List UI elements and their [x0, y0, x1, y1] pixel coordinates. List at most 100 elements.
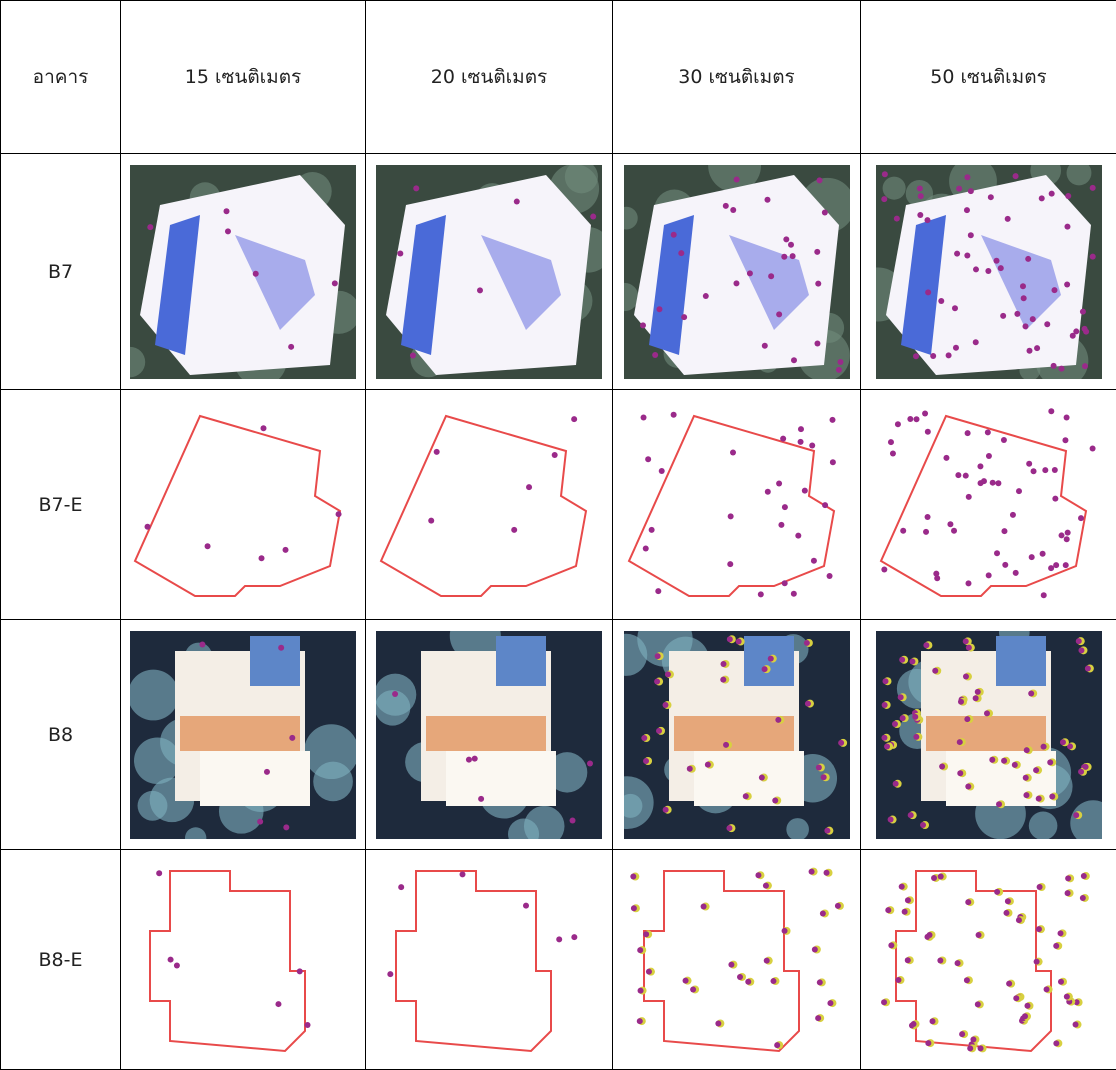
point: [823, 827, 830, 834]
point: [762, 882, 769, 889]
point: [967, 187, 974, 194]
image-cell: [120, 153, 366, 390]
point: [929, 352, 936, 359]
point: [936, 956, 943, 963]
foliage: [546, 751, 588, 793]
point: [397, 250, 404, 257]
point: [465, 756, 472, 763]
point: [889, 450, 896, 457]
foliage: [1069, 799, 1102, 839]
point: [199, 640, 206, 647]
point: [880, 734, 887, 741]
point: [1033, 958, 1040, 965]
point: [1015, 487, 1022, 494]
outline: [395, 869, 552, 1052]
image-cell: [365, 619, 613, 850]
header-cell: 50 เซนติเมตร: [860, 0, 1116, 154]
point: [413, 184, 420, 191]
building-band: [426, 715, 546, 751]
point: [551, 451, 558, 458]
point: [670, 411, 677, 418]
point: [1050, 286, 1057, 293]
point: [761, 665, 768, 672]
point: [1028, 553, 1035, 560]
point: [1002, 909, 1009, 916]
point: [283, 823, 290, 830]
point: [648, 526, 655, 533]
point: [722, 741, 729, 748]
point: [904, 956, 911, 963]
point: [767, 655, 774, 662]
point: [974, 688, 981, 695]
point: [931, 667, 938, 674]
point: [775, 310, 782, 317]
point: [719, 676, 726, 683]
header-cell: 30 เซนติเมตร: [612, 0, 861, 154]
point: [156, 869, 163, 876]
image-cell: [120, 619, 366, 850]
point: [808, 868, 815, 875]
point: [922, 641, 929, 648]
point: [704, 761, 711, 768]
point: [883, 743, 890, 750]
thumbnail: [627, 411, 836, 597]
point: [803, 639, 810, 646]
point: [1072, 1021, 1079, 1028]
point: [1063, 535, 1070, 542]
point: [964, 429, 971, 436]
point: [1048, 793, 1055, 800]
point: [964, 579, 971, 586]
point: [954, 471, 961, 478]
point: [955, 185, 962, 192]
point: [1081, 325, 1088, 332]
building-band: [925, 715, 1046, 751]
point: [732, 279, 739, 286]
point: [780, 253, 787, 260]
point: [1048, 190, 1055, 197]
point: [823, 869, 830, 876]
foliage: [623, 206, 638, 230]
roof-shadow: [481, 234, 561, 330]
point: [1004, 215, 1011, 222]
point: [956, 738, 963, 745]
roof-shadow: [980, 234, 1061, 330]
point: [880, 565, 887, 572]
point: [779, 435, 786, 442]
point: [1022, 791, 1029, 798]
point: [1013, 310, 1020, 317]
point: [1023, 1002, 1030, 1009]
point: [1019, 282, 1026, 289]
point: [924, 1039, 931, 1046]
point: [773, 1041, 780, 1048]
point: [662, 701, 669, 708]
point: [937, 873, 944, 880]
point: [428, 517, 435, 524]
point: [972, 265, 979, 272]
point: [1040, 591, 1047, 598]
foliage: [1066, 164, 1091, 185]
point: [1047, 407, 1054, 414]
point: [1077, 646, 1084, 653]
point: [921, 409, 928, 416]
point: [754, 871, 761, 878]
outline: [149, 869, 306, 1052]
point: [775, 480, 782, 487]
point: [835, 366, 842, 373]
point: [963, 715, 970, 722]
point: [387, 970, 394, 977]
point: [924, 428, 931, 435]
point: [999, 312, 1006, 319]
point: [908, 657, 915, 664]
point: [938, 763, 945, 770]
point: [898, 656, 905, 663]
point: [278, 644, 285, 651]
point: [735, 638, 742, 645]
point: [1057, 978, 1064, 985]
point: [953, 250, 960, 257]
point: [640, 734, 647, 741]
point: [887, 816, 894, 823]
point: [727, 961, 734, 968]
thumbnail: [629, 867, 844, 1052]
point: [946, 520, 953, 527]
point: [260, 424, 267, 431]
